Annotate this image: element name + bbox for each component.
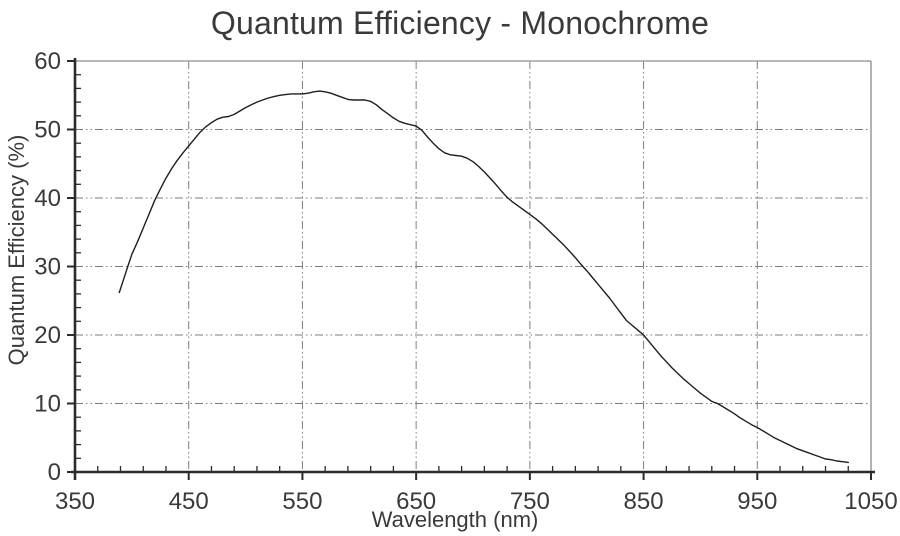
qe-curve xyxy=(118,90,849,464)
y-axis-label: Quantum Efficiency (%) xyxy=(4,135,29,366)
y-tick-label-10: 10 xyxy=(34,391,61,418)
x-tick-label-350: 350 xyxy=(55,488,95,515)
x-tick-label-550: 550 xyxy=(282,488,322,515)
chart-title: Quantum Efficiency - Monochrome xyxy=(210,5,710,41)
x-tick-label-650: 650 xyxy=(396,488,436,515)
y-tick-label-40: 40 xyxy=(34,185,61,212)
tick-labels: 350 450 550 650 750 850 950 1050 0 10 20 30 40 50 60 xyxy=(34,48,897,515)
x-tick-label-1050: 1050 xyxy=(844,488,897,515)
y-tick-label-30: 30 xyxy=(34,254,61,281)
y-tick-label-20: 20 xyxy=(34,322,61,349)
x-tick-label-450: 450 xyxy=(169,488,209,515)
y-tick-label-0: 0 xyxy=(48,459,61,486)
y-tick-label-60: 60 xyxy=(34,48,61,75)
x-tick-label-950: 950 xyxy=(737,488,777,515)
y-tick-label-50: 50 xyxy=(34,117,61,144)
axis-ticks xyxy=(67,60,872,480)
plot-frame xyxy=(71,58,875,480)
x-axis-label: Wavelength (nm) xyxy=(372,507,539,532)
x-tick-label-850: 850 xyxy=(624,488,664,515)
x-tick-label-750: 750 xyxy=(510,488,550,515)
gridlines xyxy=(75,61,871,472)
